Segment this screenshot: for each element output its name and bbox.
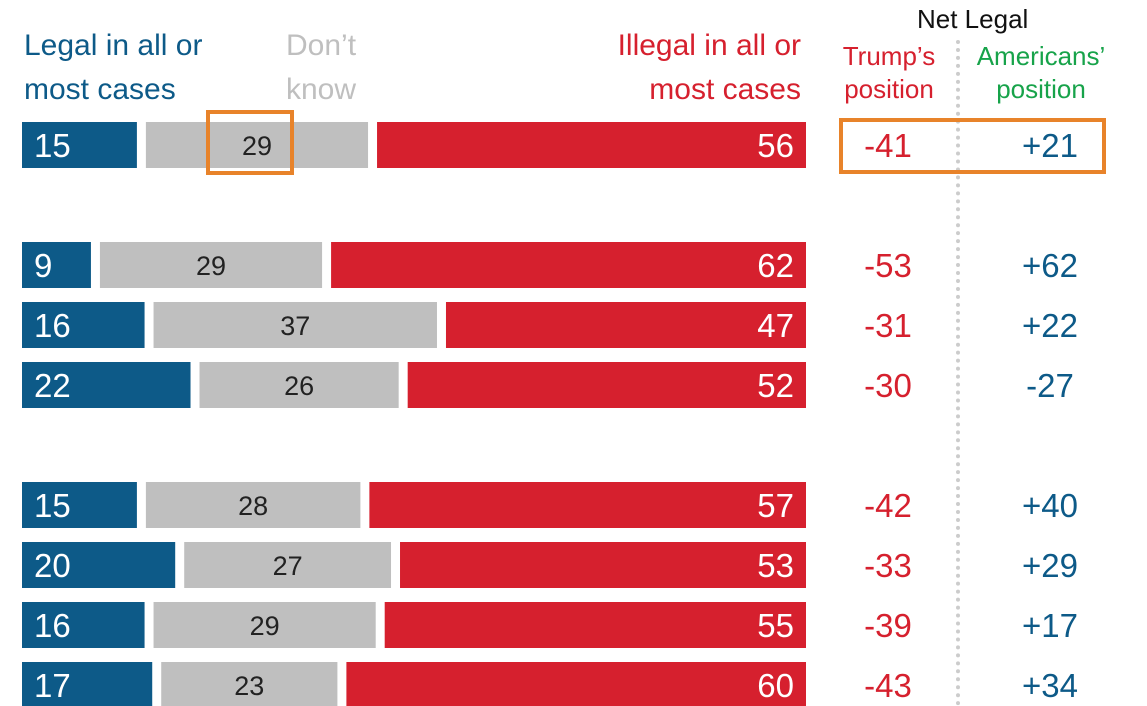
bar-value-label: 27 [273,551,303,581]
bar-value-label: 47 [757,307,794,344]
bar-value-label: 29 [242,131,272,161]
dont-know-highlight-box [206,110,294,175]
americans-net-value: +62 [1022,247,1078,284]
top-edge-cover [0,0,820,22]
trump-position-header: Trump’s position [842,41,936,104]
bar-segment [377,122,806,168]
bar-value-label: 9 [34,247,52,284]
americans-net-value: +29 [1022,547,1078,584]
bar-segment [22,362,191,408]
bar-segment [22,602,145,648]
trump-net-value: -39 [864,607,912,644]
bar-value-label: 16 [34,307,71,344]
bar-segment [22,122,137,168]
bar-segment [369,482,806,528]
illegal-header: Illegal in all or most cases [617,29,801,106]
americans-net-value: +22 [1022,307,1078,344]
bar-value-label: 20 [34,547,71,584]
bar-segment [445,302,806,348]
bar-value-label: 62 [757,247,794,284]
bar-value-label: 16 [34,607,71,644]
legal-header: Legal in all or most cases [24,29,203,106]
bar-segment [407,362,806,408]
americans-net-value: +21 [1022,127,1078,164]
trump-net-value: -53 [864,247,912,284]
net-legal-highlight-box [839,118,1106,174]
bar-segment [153,302,437,348]
bar-segment [22,482,137,528]
bar-value-label: 28 [238,491,268,521]
bar-segment [145,122,369,168]
bar-segment [22,302,145,348]
bar-value-label: 37 [280,311,310,341]
bar-segment [199,362,399,408]
bar-value-label: 29 [196,251,226,281]
trump-net-value: -30 [864,367,912,404]
bar-value-label: 60 [757,667,794,704]
trump-net-value: -42 [864,487,912,524]
americans-net-value: +17 [1022,607,1078,644]
bar-segment [22,242,91,288]
americans-net-value: -27 [1026,367,1074,404]
bar-value-label: 23 [234,671,264,701]
bar-value-label: 29 [250,611,280,641]
americans-net-value: +40 [1022,487,1078,524]
net-legal-header: Net Legal [917,4,1029,34]
trump-net-value: -43 [864,667,912,704]
bar-value-label: 15 [34,127,71,164]
bar-value-label: 52 [757,367,794,404]
bar-segment [184,542,392,588]
bar-segment [384,602,806,648]
bar-segment [99,242,323,288]
bar-segment [153,602,376,648]
dont-know-header: Don’t know [286,29,357,106]
bar-segment [346,662,806,706]
bar-segment [161,662,338,706]
bar-value-label: 15 [34,487,71,524]
bar-segment [145,482,361,528]
bar-segment [22,662,153,706]
bar-segment [22,542,176,588]
bar-value-label: 26 [284,371,314,401]
americans-net-value: +34 [1022,667,1078,704]
bar-segment [400,542,806,588]
bar-value-label: 56 [757,127,794,164]
bar-value-label: 17 [34,667,71,704]
trump-net-value: -31 [864,307,912,344]
bar-value-label: 55 [757,607,794,644]
bar-value-label: 22 [34,367,71,404]
net-column-divider [956,40,960,706]
americans-position-header: Americans’ position [976,41,1106,104]
trump-net-value: -41 [864,127,912,164]
trump-net-value: -33 [864,547,912,584]
bar-value-label: 53 [757,547,794,584]
bar-segment [331,242,806,288]
bar-value-label: 57 [757,487,794,524]
